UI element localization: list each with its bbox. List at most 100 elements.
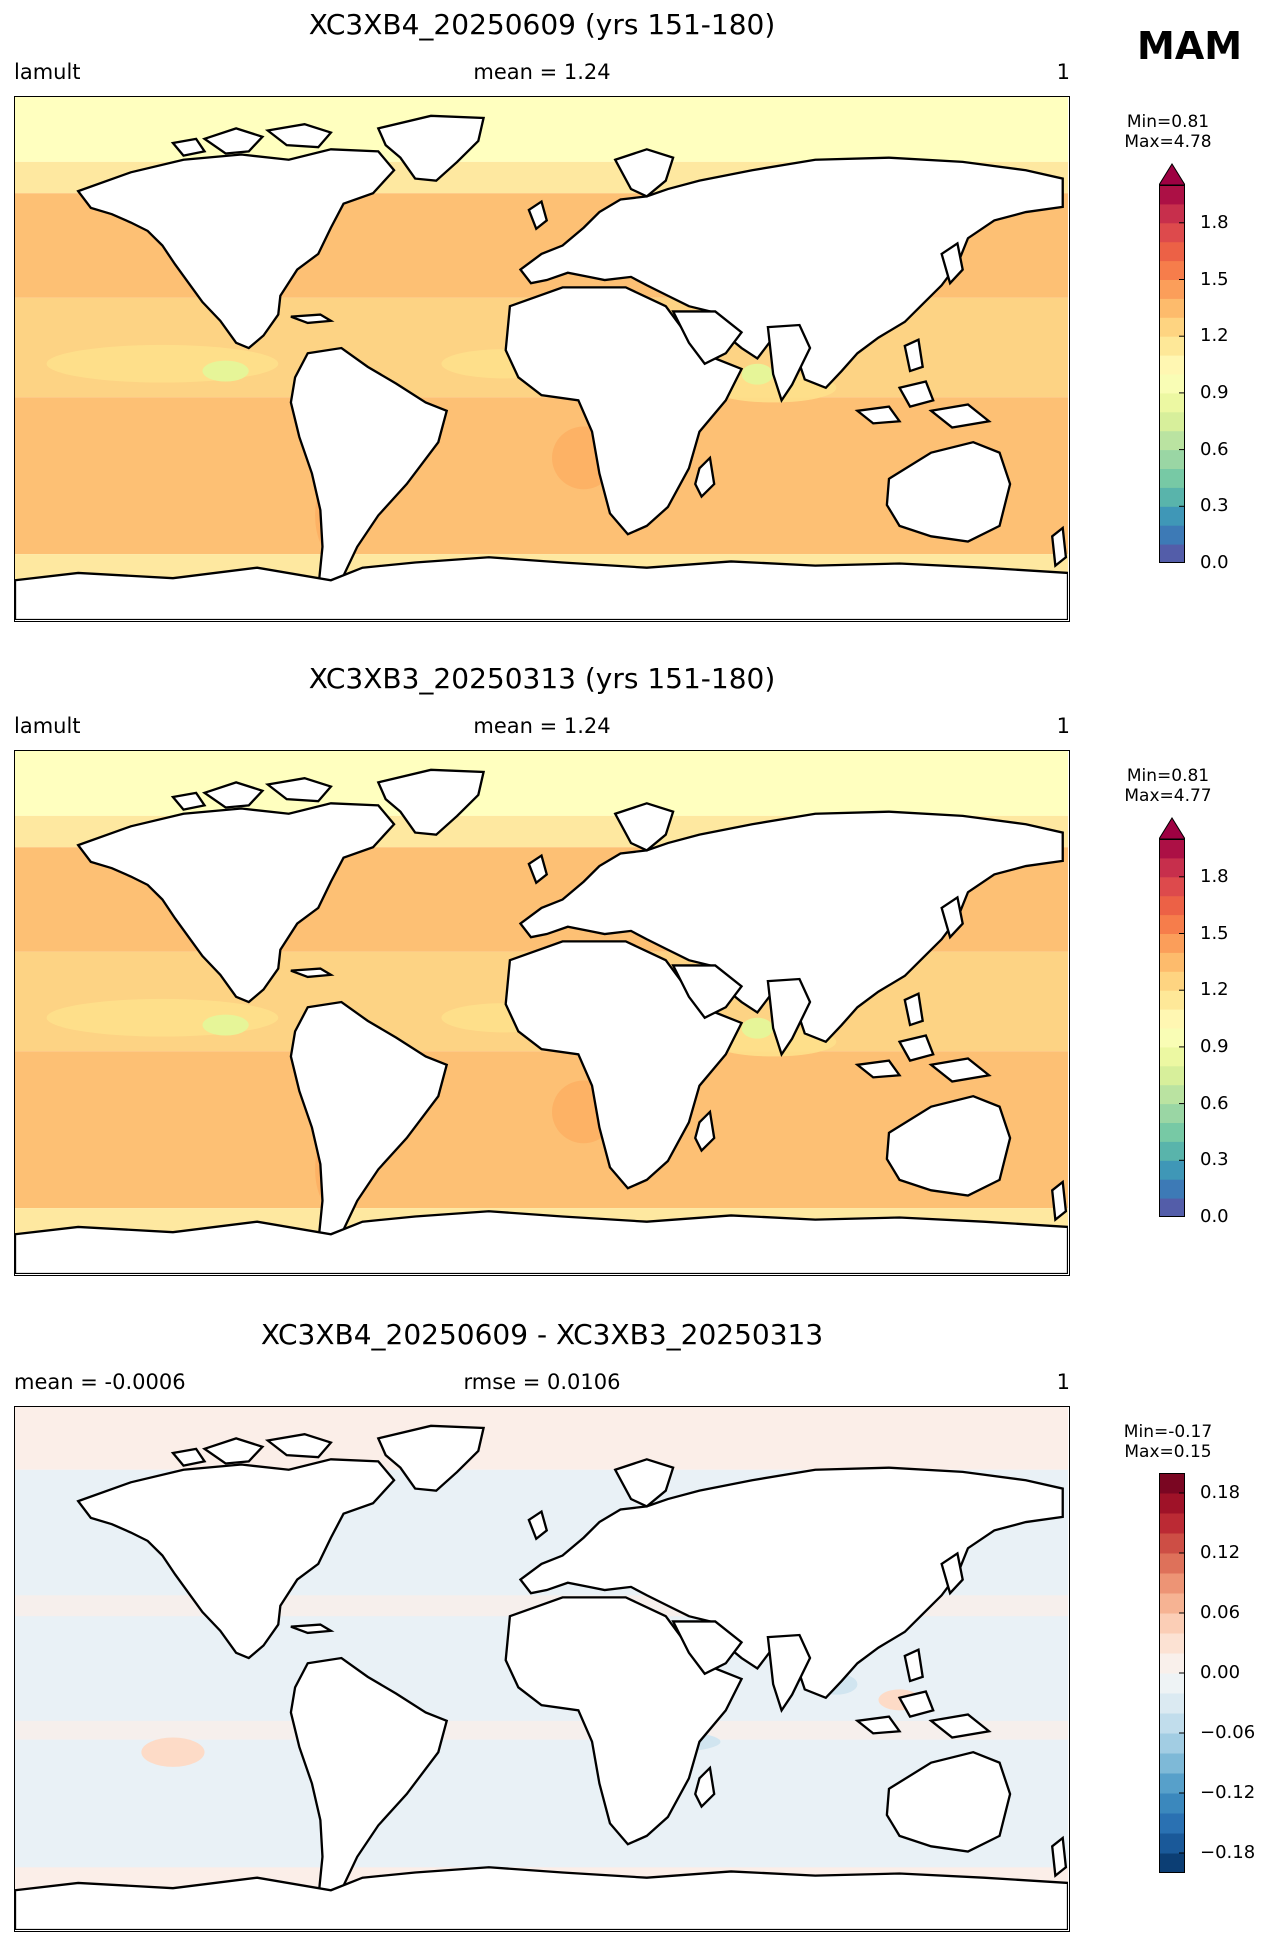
colorbar-segment [1159,260,1185,280]
panel1-map-svg [15,97,1068,620]
colorbar-segment [1159,1513,1185,1534]
colorbar-segment [1159,1673,1185,1694]
panel1-level-label: 1 [1056,60,1070,84]
colorbar-segment [1159,1573,1185,1594]
colorbar-segment [1159,876,1185,897]
colorbar-segment [1159,1046,1185,1067]
colorbar-segment [1159,1853,1185,1873]
colorbar-tick-label: 0.3 [1200,495,1229,517]
colorbar-segment [1159,241,1185,262]
colorbar-tick-label: 0.6 [1200,1092,1229,1114]
panel1-colorbar-svg [1159,163,1185,563]
panel2-level-label: 1 [1056,714,1070,738]
colorbar-segment [1159,1733,1185,1754]
panel2-mean-label: mean = 1.24 [473,714,611,738]
colorbar-segment [1159,1753,1185,1774]
colorbar-segment [1159,430,1185,451]
panel3-colorbar-ticks: −0.18 −0.12 −0.06 0.00 0.06 0.12 0.18 [1194,1473,1270,1873]
panel2-title: XC3XB3_20250313 (yrs 151-180) [308,662,776,695]
colorbar-segment [1159,933,1185,953]
panel3-mean-label: mean = -0.0006 [14,1370,186,1394]
colorbar-segment [1159,1160,1185,1180]
colorbar-tick-label: 1.8 [1200,211,1229,233]
colorbar-segment [1159,279,1185,299]
colorbar-segment [1159,914,1185,934]
panel1-colorbar-ticks: 0.0 0.3 0.6 0.9 1.2 1.5 1.8 [1194,163,1264,573]
panel1-minmax: Min=0.81 Max=4.78 [1124,112,1212,152]
panel3-level-label: 1 [1056,1370,1070,1394]
colorbar-extend-arrow [1159,163,1185,186]
colorbar-segment [1159,1693,1185,1714]
colorbar-segment [1159,185,1185,205]
colorbar-segment [1159,1653,1185,1674]
colorbar-segment [1159,1593,1185,1614]
colorbar-segment [1159,990,1185,1010]
panel1-map [14,96,1070,622]
panel1-mean-label: mean = 1.24 [473,60,611,84]
panel3-title: XC3XB4_20250609 - XC3XB3_20250313 [260,1318,824,1351]
panel3-rmse-label: rmse = 0.0106 [463,1370,621,1394]
colorbar-segment [1159,1009,1185,1029]
colorbar-segment [1159,222,1185,243]
colorbar-segment [1159,1084,1185,1105]
panel2-variable-label: lamult [14,714,81,738]
colorbar-segment [1159,544,1185,563]
colorbar-segment [1159,1473,1185,1494]
colorbar-segment [1159,411,1185,432]
panel3-minmax: Min=-0.17 Max=0.15 [1123,1422,1213,1462]
colorbar-segment [1159,1773,1185,1794]
colorbar-segment [1159,487,1185,507]
colorbar-tick-label: 1.2 [1200,325,1229,347]
colorbar-tick-label: 0.00 [1200,1662,1241,1683]
colorbar-segment [1159,392,1185,413]
panel2-colorbar-ticks: 0.0 0.3 0.6 0.9 1.2 1.5 1.8 [1194,817,1264,1227]
colorbar-tick-label: 0.18 [1200,1482,1241,1503]
panel1-title: XC3XB4_20250609 (yrs 151-180) [308,8,776,41]
colorbar-segment [1159,1122,1185,1142]
colorbar-segment [1159,449,1185,469]
panel1-variable-label: lamult [14,60,81,84]
colorbar-tick-label: 0.0 [1200,552,1229,573]
colorbar-segment [1159,355,1185,375]
colorbar-tick-label: 0.3 [1200,1149,1229,1171]
colorbar-tick-label: 0.6 [1200,438,1229,460]
panel3-colorbar [1159,1473,1185,1873]
colorbar-tick-label: 0.06 [1200,1602,1241,1623]
colorbar-segment [1159,1198,1185,1217]
colorbar-tick-label: 0.9 [1200,1035,1229,1057]
season-label: MAM [1137,24,1243,68]
panel2-colorbar-svg [1159,817,1185,1217]
colorbar-tick-label: 0.9 [1200,381,1229,403]
colorbar-segment [1159,374,1185,394]
panel3-map [14,1406,1070,1932]
colorbar-tick-label: 1.5 [1200,268,1229,290]
colorbar-segment [1159,952,1185,972]
colorbar-tick-label: −0.12 [1200,1782,1256,1803]
colorbar-segment [1159,1813,1185,1834]
colorbar-segment [1159,1493,1185,1514]
colorbar-segment [1159,506,1185,526]
colorbar-segment [1159,336,1185,356]
colorbar-tick-label: 1.8 [1200,865,1229,887]
colorbar-segment [1159,468,1185,488]
colorbar-extend-arrow [1159,817,1185,840]
colorbar-segment [1159,895,1185,916]
colorbar-segment [1159,1833,1185,1854]
colorbar-tick-label: 1.2 [1200,979,1229,1001]
colorbar-segment [1159,1179,1185,1199]
panel3-map-svg [15,1407,1068,1930]
panel2-map-svg [15,751,1068,1274]
colorbar-segment [1159,1065,1185,1086]
colorbar-segment [1159,839,1185,859]
colorbar-segment [1159,298,1185,318]
panel1-colorbar [1159,163,1185,563]
colorbar-segment [1159,1633,1185,1654]
colorbar-segment [1159,1793,1185,1814]
colorbar-segment [1159,1141,1185,1161]
colorbar-segment [1159,1713,1185,1734]
colorbar-segment [1159,525,1185,545]
panel3-colorbar-svg [1159,1473,1185,1873]
colorbar-segment [1159,857,1185,878]
colorbar-segment [1159,971,1185,991]
colorbar-segment [1159,1103,1185,1123]
